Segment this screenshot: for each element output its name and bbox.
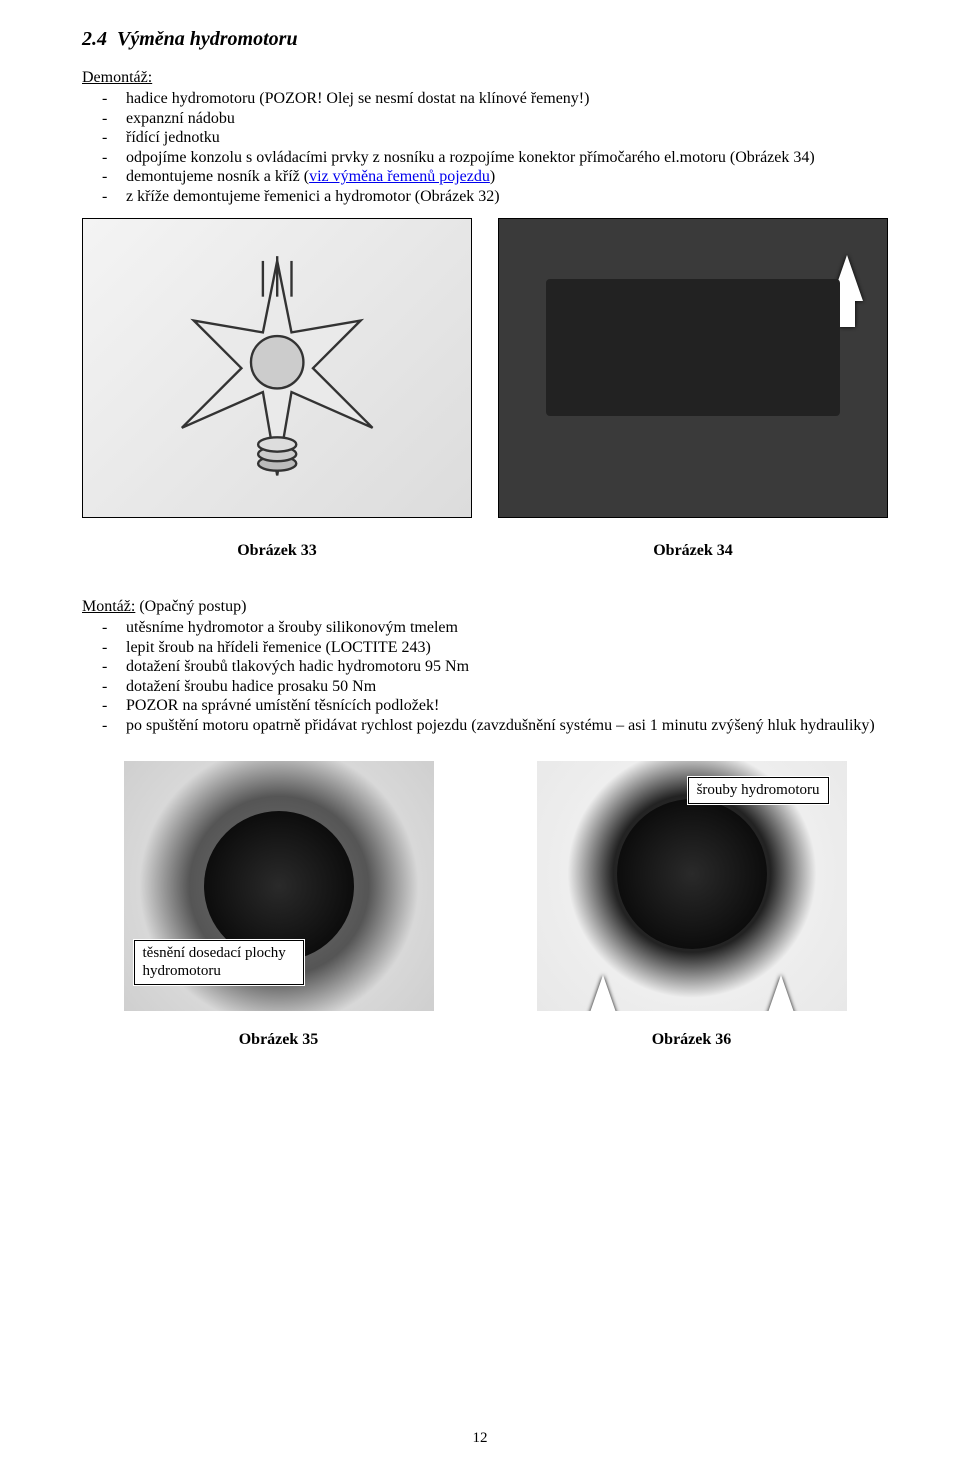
list-text: hadice hydromotoru (POZOR! Olej se nesmí…	[126, 90, 589, 107]
inline-link[interactable]: viz výměna řemenů pojezdu	[309, 168, 490, 185]
list-text: dotažení šroubů tlakových hadic hydromot…	[126, 658, 469, 675]
figure-35-image: těsnění dosedací plochy hydromotoru	[124, 761, 434, 1011]
figure-36-image: šrouby hydromotoru	[537, 761, 847, 1011]
list-item: odpojíme konzolu s ovládacími prvky z no…	[82, 148, 888, 168]
page-number: 12	[0, 1430, 960, 1447]
list-item: utěsníme hydromotor a šrouby silikonovým…	[82, 618, 888, 638]
figure-36: šrouby hydromotoru Obrázek 36	[537, 761, 847, 1049]
list-item: z kříže demontujeme řemenici a hydromoto…	[82, 187, 888, 207]
photo-shape	[546, 279, 841, 416]
figure-35: těsnění dosedací plochy hydromotoru Obrá…	[124, 761, 434, 1049]
list-item: demontujeme nosník a kříž (viz výměna ře…	[82, 167, 888, 187]
list-text: lepit šroub na hřídeli řemenice (LOCTITE…	[126, 639, 431, 656]
list-text: z kříže demontujeme řemenici a hydromoto…	[126, 188, 500, 205]
montaz-heading-rest: (Opačný postup)	[135, 598, 246, 615]
arrow-icon	[765, 975, 797, 1011]
list-item: dotažení šroubů tlakových hadic hydromot…	[82, 657, 888, 677]
figure-34-caption: Obrázek 34	[653, 542, 733, 560]
section-heading: 2.4 Výměna hydromotoru	[82, 28, 888, 51]
figure-36-caption: Obrázek 36	[652, 1031, 732, 1049]
list-item: lepit šroub na hřídeli řemenice (LOCTITE…	[82, 638, 888, 658]
list-text: dotažení šroubu hadice prosaku 50 Nm	[126, 678, 376, 695]
list-text: po spuštění motoru opatrně přidávat rych…	[126, 717, 875, 734]
montaz-block: Montáž: (Opačný postup) utěsníme hydromo…	[82, 598, 888, 735]
list-text: odpojíme konzolu s ovládacími prvky z no…	[126, 149, 815, 166]
figure-33: Obrázek 33	[82, 218, 472, 560]
cross-diagram-icon	[122, 249, 432, 487]
list-item: dotažení šroubu hadice prosaku 50 Nm	[82, 677, 888, 697]
list-item: POZOR na správné umístění těsnících podl…	[82, 696, 888, 716]
section-number: 2.4	[82, 28, 107, 50]
figure-35-caption: Obrázek 35	[239, 1031, 319, 1049]
montaz-list: utěsníme hydromotor a šrouby silikonovým…	[82, 618, 888, 735]
list-text: řídící jednotku	[126, 129, 220, 146]
list-item: řídící jednotku	[82, 128, 888, 148]
list-text: demontujeme nosník a kříž (	[126, 168, 309, 185]
montaz-heading: Montáž: (Opačný postup)	[82, 598, 888, 616]
demontaz-list: hadice hydromotoru (POZOR! Olej se nesmí…	[82, 89, 888, 206]
list-text: POZOR na správné umístění těsnících podl…	[126, 697, 439, 714]
arrow-icon	[587, 975, 619, 1011]
list-text: )	[490, 168, 495, 185]
demontaz-heading: Demontáž:	[82, 69, 888, 87]
list-item: expanzní nádobu	[82, 109, 888, 129]
montaz-heading-underline: Montáž:	[82, 598, 135, 615]
list-text: expanzní nádobu	[126, 110, 235, 127]
figure-33-image	[82, 218, 472, 518]
section-title: Výměna hydromotoru	[117, 28, 298, 50]
photo-shape	[204, 811, 354, 961]
list-item: hadice hydromotoru (POZOR! Olej se nesmí…	[82, 89, 888, 109]
list-text: utěsníme hydromotor a šrouby silikonovým…	[126, 619, 458, 636]
figure-34-image	[498, 218, 888, 518]
figure-row-1: Obrázek 33 Obrázek 34	[82, 218, 888, 560]
label-box-left: těsnění dosedací plochy hydromotoru	[134, 940, 304, 985]
figure-row-2: těsnění dosedací plochy hydromotoru Obrá…	[82, 761, 888, 1049]
figure-33-caption: Obrázek 33	[237, 542, 317, 560]
figure-34: Obrázek 34	[498, 218, 888, 560]
photo-shape	[617, 799, 767, 949]
label-box-right: šrouby hydromotoru	[688, 777, 829, 804]
list-item: po spuštění motoru opatrně přidávat rych…	[82, 716, 888, 736]
